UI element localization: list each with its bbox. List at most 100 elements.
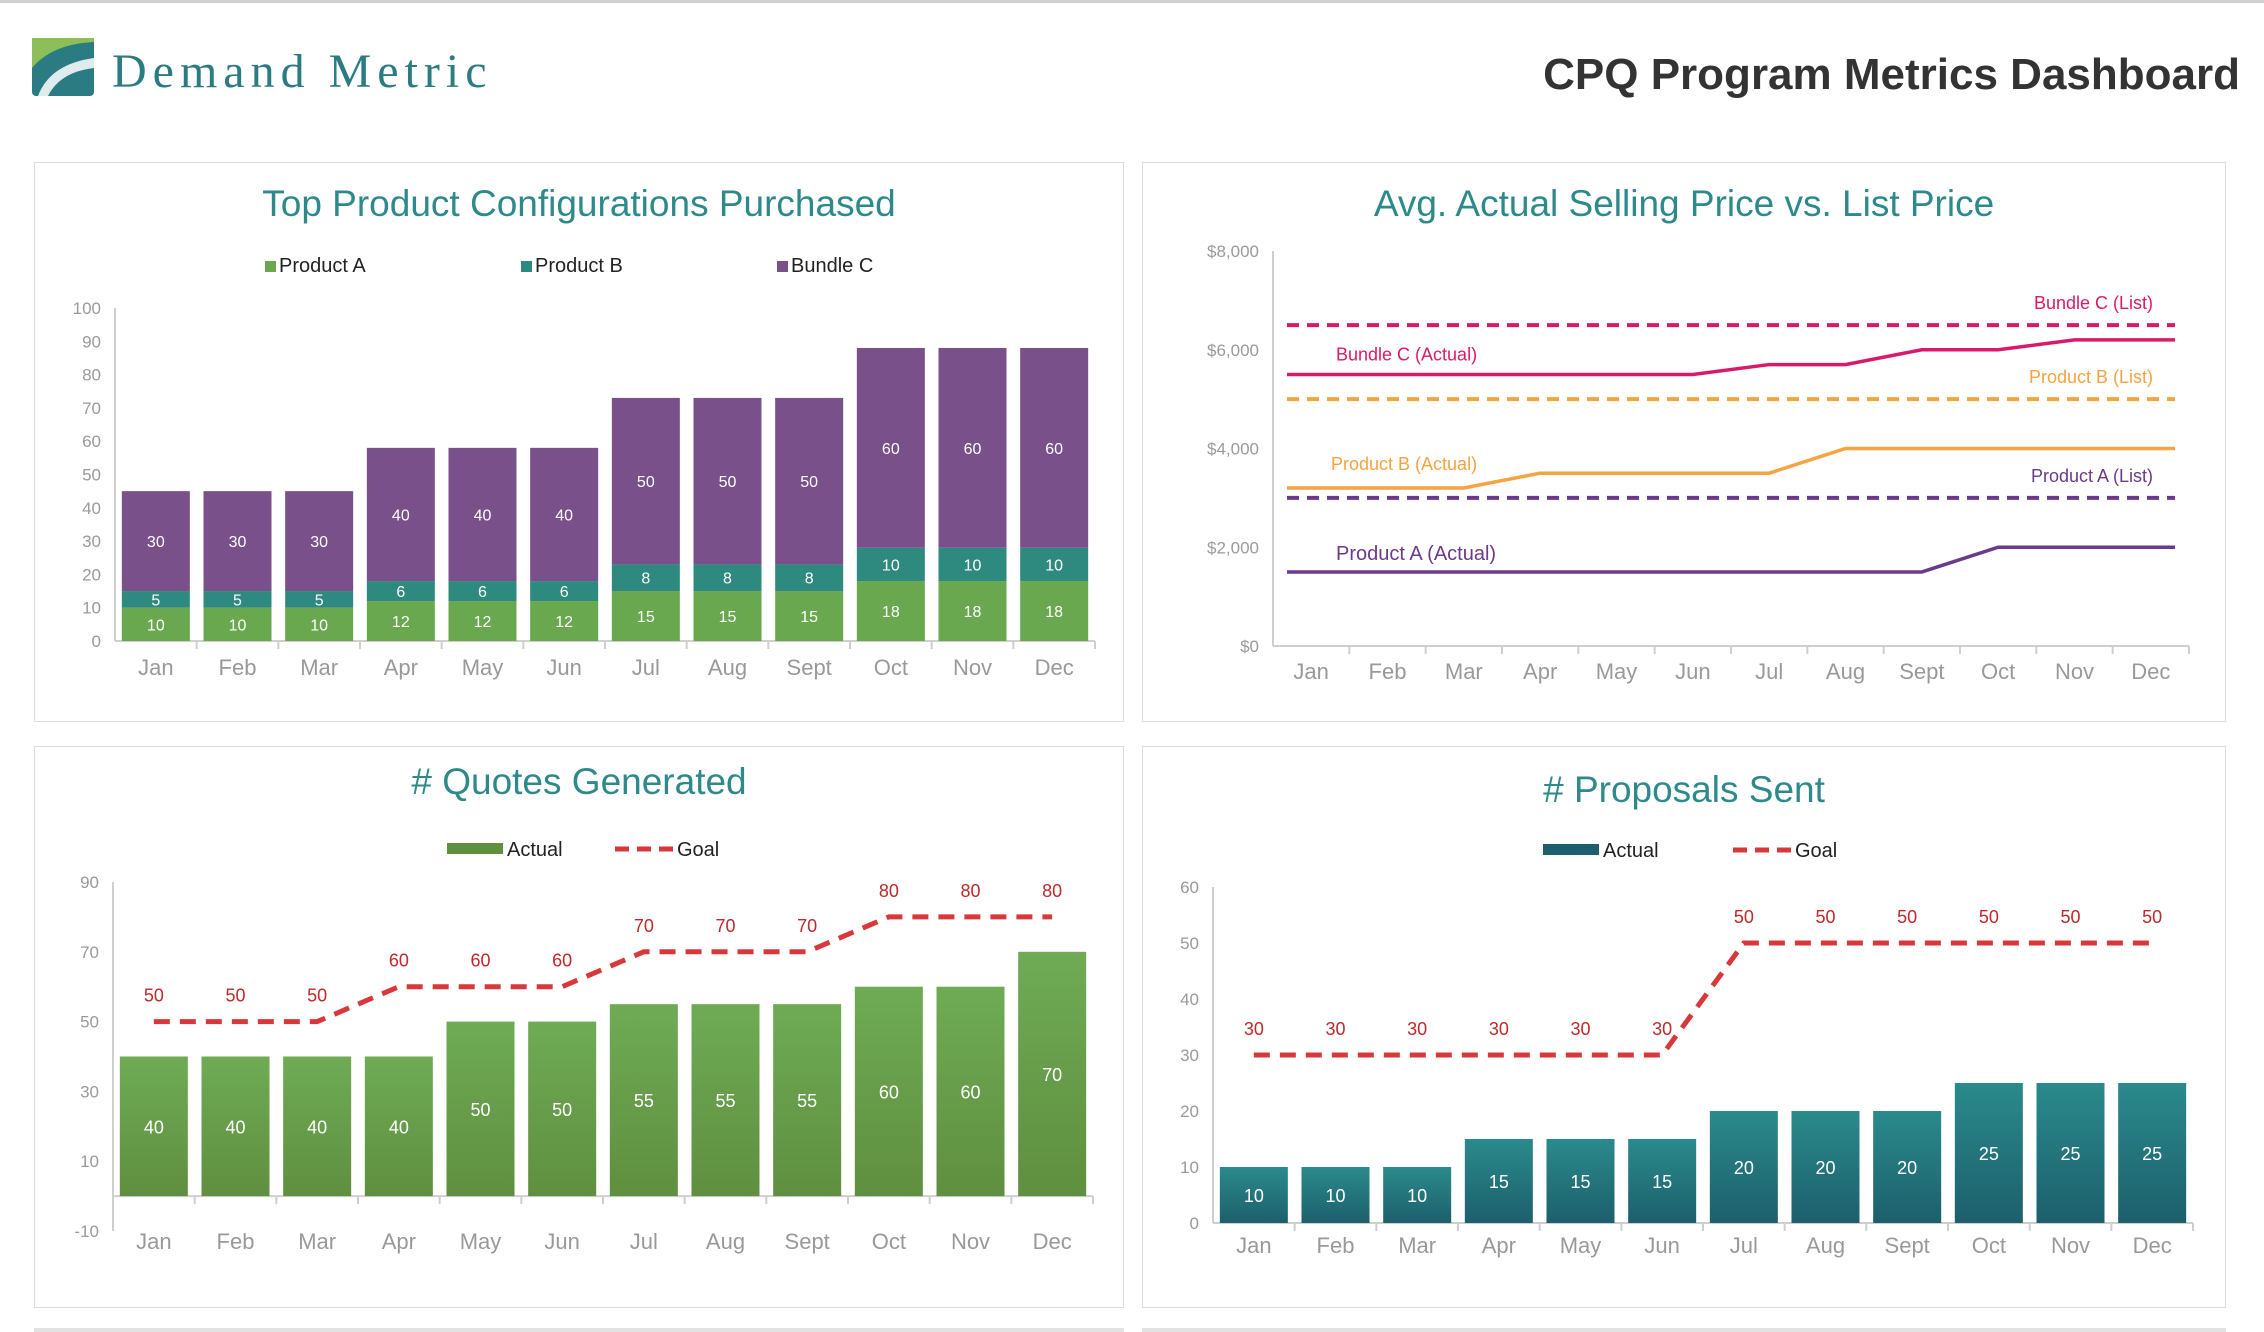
- chart-title: # Proposals Sent: [1543, 769, 1825, 810]
- data-label: 10: [1407, 1186, 1427, 1206]
- bar-segment: [530, 581, 599, 602]
- goal-label: 60: [389, 951, 409, 971]
- y-tick-label: 50: [82, 466, 101, 485]
- bar-segment: [366, 601, 435, 641]
- bar-segment: [1020, 581, 1089, 641]
- series-label: Product B (Actual): [1331, 454, 1477, 474]
- goal-label: 50: [144, 986, 164, 1006]
- series-line: [1287, 338, 2175, 377]
- legend-swatch: [265, 261, 276, 272]
- goal-label: 70: [797, 916, 817, 936]
- y-tick-label: -10: [74, 1222, 99, 1241]
- x-tick-label: May: [460, 1229, 502, 1254]
- goal-label: 30: [1407, 1019, 1427, 1039]
- y-tick-label: 70: [80, 943, 99, 962]
- data-label: 6: [478, 584, 487, 601]
- legend-label: Goal: [677, 839, 719, 861]
- data-label: 30: [229, 534, 247, 551]
- bar-segment: [366, 581, 435, 602]
- x-tick-label: Oct: [874, 655, 908, 680]
- data-label: 55: [634, 1091, 654, 1111]
- bar: [1791, 1111, 1860, 1223]
- data-label: 15: [1570, 1172, 1590, 1192]
- data-label: 25: [1979, 1144, 1999, 1164]
- x-tick-label: Oct: [1972, 1233, 2006, 1258]
- x-tick-label: Aug: [1806, 1233, 1845, 1258]
- bar-segment: [938, 347, 1007, 548]
- goal-label: 50: [225, 986, 245, 1006]
- y-tick-label: 60: [82, 432, 101, 451]
- panel-price: Avg. Actual Selling Price vs. List Price…: [1142, 162, 2226, 722]
- x-tick-label: Apr: [1482, 1233, 1516, 1258]
- x-tick-label: Dec: [1033, 1229, 1072, 1254]
- goal-label: 50: [1815, 907, 1835, 927]
- y-tick-label: 90: [82, 332, 101, 351]
- series-line: [1287, 545, 2175, 574]
- data-label: 10: [964, 557, 982, 574]
- data-label: 12: [555, 614, 573, 631]
- data-label: 20: [1734, 1158, 1754, 1178]
- x-tick-label: Dec: [1035, 655, 1074, 680]
- x-tick-label: Feb: [217, 1229, 255, 1254]
- bar-segment: [856, 581, 925, 641]
- bar-segment: [1020, 347, 1089, 548]
- x-tick-label: Feb: [1317, 1233, 1355, 1258]
- chart-title: # Quotes Generated: [411, 761, 747, 802]
- x-tick-label: Jul: [630, 1229, 658, 1254]
- y-tick-label: $2,000: [1207, 538, 1259, 557]
- x-tick-label: Dec: [2133, 1233, 2172, 1258]
- y-tick-label: $8,000: [1207, 242, 1259, 261]
- bar-segment: [611, 564, 680, 592]
- data-label: 8: [641, 571, 650, 588]
- x-tick-label: Mar: [1445, 659, 1483, 684]
- bar: [1464, 1139, 1533, 1223]
- data-label: 30: [147, 534, 165, 551]
- data-label: 10: [1325, 1186, 1345, 1206]
- y-tick-label: 10: [82, 599, 101, 618]
- bar: [1954, 1083, 2023, 1223]
- bar: [1219, 1167, 1288, 1223]
- data-label: 8: [723, 571, 732, 588]
- bar-segment: [121, 591, 190, 608]
- bar-segment: [856, 547, 925, 582]
- data-label: 18: [964, 604, 982, 621]
- bar-segment: [856, 347, 925, 548]
- goal-label: 80: [1042, 881, 1062, 901]
- series-label: Product A (Actual): [1336, 543, 1496, 565]
- goal-label: 60: [470, 951, 490, 971]
- next-panel-edge: [34, 1328, 1124, 1332]
- goal-label: 50: [1734, 907, 1754, 927]
- data-label: 10: [310, 617, 328, 634]
- bar-segment: [285, 607, 354, 641]
- x-tick-label: Apr: [382, 1229, 416, 1254]
- data-label: 40: [555, 507, 573, 524]
- bar: [854, 986, 923, 1197]
- bar: [201, 1056, 270, 1197]
- x-tick-label: Feb: [219, 655, 257, 680]
- page-title: CPQ Program Metrics Dashboard: [1543, 50, 2240, 99]
- legend-label: Actual: [507, 839, 563, 861]
- bar-segment: [121, 607, 190, 641]
- y-tick-label: 80: [82, 366, 101, 385]
- y-tick-label: 10: [80, 1152, 99, 1171]
- data-label: 5: [233, 592, 242, 609]
- bar-segment: [448, 581, 517, 602]
- data-label: 15: [1652, 1172, 1672, 1192]
- data-label: 40: [225, 1117, 245, 1137]
- data-label: 15: [637, 609, 655, 626]
- chart-title: Top Product Configurations Purchased: [262, 183, 896, 224]
- goal-label: 70: [634, 916, 654, 936]
- data-label: 15: [719, 609, 737, 626]
- goal-label: 30: [1652, 1019, 1672, 1039]
- top-border: [0, 0, 2264, 3]
- legend-swatch: [521, 261, 532, 272]
- goal-line: [1253, 940, 2153, 1058]
- bar-segment: [775, 564, 844, 592]
- bar: [1873, 1111, 1942, 1223]
- x-tick-label: Feb: [1369, 659, 1407, 684]
- bar-segment: [530, 447, 599, 582]
- bar-segment: [285, 591, 354, 608]
- data-label: 10: [882, 557, 900, 574]
- x-tick-label: Mar: [1398, 1233, 1436, 1258]
- goal-label: 30: [1244, 1019, 1264, 1039]
